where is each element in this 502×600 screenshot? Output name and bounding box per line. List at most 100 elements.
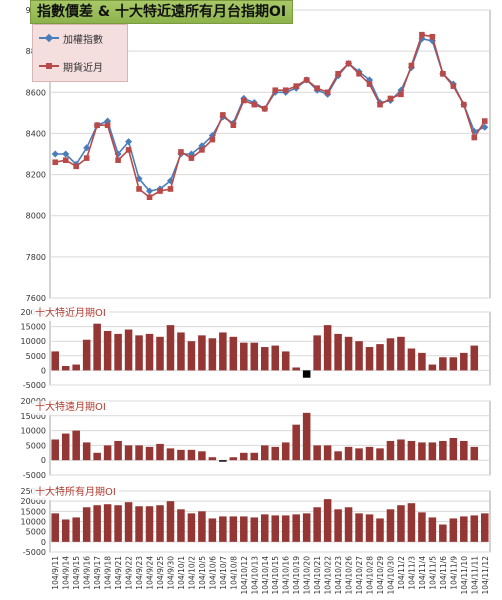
point-futures — [178, 149, 184, 155]
all-month-bar — [397, 505, 405, 542]
near-month-bar — [61, 366, 70, 371]
far-month-bar — [250, 452, 259, 461]
x-tick-label: 104/9/23 — [135, 556, 144, 590]
all-month-bar — [103, 504, 112, 542]
all-month-bar — [187, 513, 196, 542]
point-futures — [461, 101, 467, 108]
near-month-bar — [219, 332, 227, 371]
all-month-panel-tick-label: 15000 — [21, 507, 46, 516]
near-month-bar — [376, 344, 384, 371]
far-month-bar — [428, 442, 437, 461]
point-futures — [104, 122, 111, 128]
far-month-bar — [355, 448, 363, 461]
near-month-panel-tick-label: 10000 — [21, 337, 46, 346]
all-month-bar — [51, 513, 60, 542]
all-month-panel-tick-label: 5000 — [26, 528, 46, 537]
all-month-bar — [124, 502, 133, 542]
point-futures — [398, 91, 404, 98]
far-month-bar — [124, 445, 133, 461]
all-month-bar — [439, 524, 447, 542]
x-tick-label: 104/10/14 — [261, 556, 270, 595]
far-month-bar — [219, 460, 227, 462]
point-futures — [272, 87, 279, 94]
all-month-bar — [93, 505, 101, 542]
all-month-bar — [250, 517, 259, 542]
point-index — [51, 150, 59, 158]
far-month-bar — [470, 446, 479, 461]
all-month-bar — [480, 513, 489, 542]
all-month-bar — [82, 507, 91, 542]
point-index — [83, 144, 91, 152]
x-tick-label: 104/9/14 — [62, 556, 71, 590]
point-futures — [440, 70, 446, 77]
x-tick-label: 104/9/15 — [72, 556, 81, 590]
far-month-bar — [114, 440, 122, 461]
far-month-bar — [313, 445, 321, 461]
point-futures — [220, 112, 226, 118]
near-month-bar — [281, 351, 290, 371]
near-month-bar — [355, 341, 363, 371]
point-futures — [324, 89, 331, 96]
near-month-bar — [302, 370, 311, 378]
point-futures — [94, 122, 100, 128]
near-month-bar — [145, 333, 154, 371]
all-month-bar — [219, 516, 227, 542]
far-month-bar — [302, 412, 311, 461]
all-month-bar — [302, 513, 311, 542]
x-tick-label: 104/10/5 — [198, 556, 207, 590]
far-month-bar — [61, 433, 70, 461]
legend-item-index: 加權指數 — [39, 31, 103, 46]
point-futures — [241, 97, 247, 104]
all-month-bar — [61, 519, 70, 542]
far-month-bar — [187, 449, 196, 461]
panel-title-all-month: 十大特所有月期OI — [32, 486, 119, 500]
far-month-panel-tick-label: 0 — [41, 456, 46, 465]
point-futures — [366, 81, 373, 87]
near-month-bar — [407, 348, 416, 371]
far-month-bar — [386, 440, 395, 461]
x-tick-label: 104/9/21 — [114, 556, 123, 590]
all-month-bar — [260, 514, 269, 542]
near-month-panel-tick-label: 0 — [41, 366, 46, 375]
all-month-bar — [449, 518, 458, 542]
x-tick-label: 104/10/2 — [187, 556, 196, 590]
far-month-bar — [72, 430, 80, 461]
line-chart-tick-label: 8600 — [26, 88, 46, 97]
all-month-bar — [229, 516, 238, 542]
far-month-bar — [323, 445, 332, 461]
near-month-bar — [271, 345, 280, 371]
all-month-bar — [271, 515, 280, 542]
near-month-bar — [323, 325, 332, 371]
near-month-bar — [187, 341, 196, 371]
far-month-bar — [460, 440, 468, 461]
far-month-bar — [334, 451, 342, 461]
near-month-bar — [470, 345, 479, 371]
point-futures — [408, 62, 415, 69]
x-tick-label: 104/10/8 — [229, 556, 238, 590]
near-month-bar — [418, 352, 426, 371]
near-month-bar — [240, 342, 248, 371]
point-futures — [345, 60, 352, 67]
far-month-bar — [407, 440, 416, 461]
all-month-bar — [156, 505, 164, 542]
near-month-bar — [103, 330, 112, 371]
point-futures — [261, 105, 268, 112]
near-month-panel-tick-label: 15000 — [21, 323, 46, 332]
x-tick-label: 104/9/24 — [146, 556, 155, 590]
point-index — [481, 123, 489, 131]
x-tick-label: 104/10/16 — [282, 556, 291, 595]
point-index — [125, 138, 133, 146]
near-month-bar — [124, 329, 133, 371]
x-tick-label: 104/11/9 — [449, 556, 458, 590]
x-tick-label: 104/10/20 — [303, 556, 312, 595]
near-month-bar — [334, 333, 342, 371]
far-month-bar — [177, 449, 185, 461]
near-month-bar — [208, 338, 217, 371]
near-month-bar — [156, 336, 164, 371]
near-month-bar — [344, 336, 353, 371]
near-month-bar — [82, 339, 91, 371]
all-month-bar — [177, 509, 185, 542]
x-tick-label: 104/11/4 — [418, 556, 427, 590]
all-month-bar — [407, 503, 416, 542]
